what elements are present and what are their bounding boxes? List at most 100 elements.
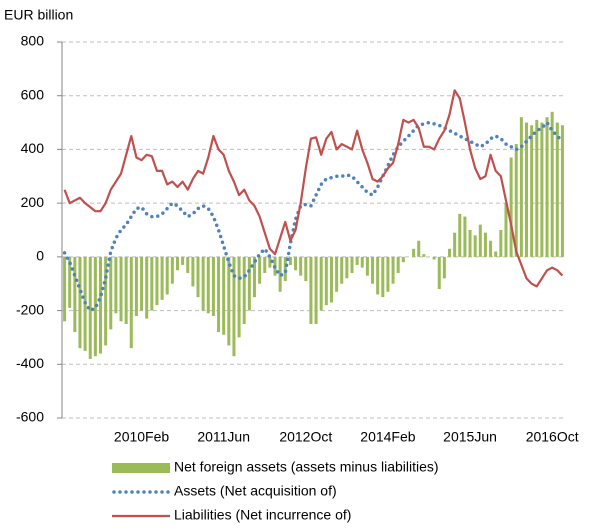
bar <box>181 256 185 265</box>
bar <box>63 256 67 322</box>
y-tick-label: 800 <box>21 33 45 49</box>
bar <box>242 256 246 324</box>
bar <box>319 256 323 311</box>
legend-swatch <box>112 463 170 473</box>
bar <box>263 256 267 273</box>
bar <box>237 256 241 338</box>
bar <box>560 125 564 257</box>
bar <box>150 256 154 311</box>
bar <box>396 256 400 273</box>
bar <box>145 256 149 319</box>
bar <box>329 256 333 303</box>
bar <box>535 119 539 257</box>
bar <box>545 117 549 257</box>
x-tick-label: 2012Oct <box>279 429 332 445</box>
bar <box>98 256 102 354</box>
bar <box>258 256 262 284</box>
bar <box>519 117 523 257</box>
legend-label: Liabilities (Net incurrence of) <box>174 507 351 523</box>
bar <box>345 256 349 279</box>
x-tick-label: 2011Jun <box>197 429 250 445</box>
bar <box>530 125 534 257</box>
bar <box>175 256 179 271</box>
bar <box>473 235 477 257</box>
bar <box>550 111 554 257</box>
bar <box>134 256 138 316</box>
x-tick-label: 2014Feb <box>360 429 415 445</box>
bar <box>201 256 205 311</box>
y-tick-label: -600 <box>16 409 44 425</box>
bar <box>191 256 195 287</box>
bar <box>129 256 133 349</box>
x-tick-label: 2010Feb <box>114 429 169 445</box>
bar <box>109 256 113 330</box>
bar <box>381 256 385 298</box>
bar <box>514 144 518 257</box>
bar <box>268 256 272 268</box>
bar <box>417 240 421 257</box>
bar <box>442 256 446 279</box>
bar <box>170 256 174 284</box>
bar <box>68 256 72 308</box>
bar <box>355 256 359 265</box>
bar <box>206 256 210 314</box>
bar <box>412 248 416 257</box>
y-tick-label: -400 <box>16 355 44 371</box>
series-line <box>62 119 565 313</box>
bar <box>483 232 487 257</box>
bar <box>504 203 508 257</box>
bar <box>294 256 298 271</box>
bar <box>540 122 544 257</box>
bar <box>155 256 159 306</box>
bar <box>350 256 354 273</box>
bar <box>186 256 190 273</box>
bar <box>247 256 251 311</box>
x-tick-label: 2016Oct <box>526 429 579 445</box>
bar <box>288 256 292 265</box>
y-tick-label: -200 <box>16 301 44 317</box>
bar <box>78 256 82 349</box>
bar <box>252 256 256 298</box>
bar <box>494 251 498 257</box>
bar <box>217 256 221 333</box>
bar <box>489 240 493 257</box>
bar <box>299 256 303 276</box>
bar <box>335 256 339 292</box>
bar <box>468 230 472 257</box>
y-tick-label: 0 <box>36 248 44 264</box>
bar <box>391 256 395 284</box>
bar <box>478 224 482 257</box>
bar <box>222 256 226 335</box>
bar <box>324 256 328 306</box>
bar <box>360 256 364 268</box>
bar <box>73 256 77 333</box>
bar <box>283 256 287 282</box>
bar <box>555 122 559 257</box>
bar <box>227 256 231 346</box>
bar <box>525 122 529 257</box>
bar <box>499 230 503 257</box>
bar <box>104 256 108 346</box>
y-tick-label: 200 <box>21 194 45 210</box>
bar <box>211 256 215 316</box>
bar <box>124 256 128 324</box>
bar <box>453 232 457 257</box>
y-axis-label: EUR billion <box>4 7 73 23</box>
bar <box>119 256 123 322</box>
bar <box>386 256 390 292</box>
x-tick-label: 2015Jun <box>443 429 497 445</box>
bar <box>376 256 380 295</box>
bar <box>140 256 144 311</box>
y-tick-label: 600 <box>21 86 45 102</box>
bar <box>232 256 236 357</box>
bar <box>371 256 375 284</box>
legend-label: Net foreign assets (assets minus liabili… <box>174 459 439 475</box>
bar <box>437 256 441 290</box>
bar <box>196 256 200 298</box>
bar <box>448 248 452 257</box>
bar <box>309 256 313 324</box>
series-line <box>63 89 564 288</box>
bar <box>160 256 164 300</box>
bar <box>304 256 308 282</box>
bar <box>422 254 426 257</box>
